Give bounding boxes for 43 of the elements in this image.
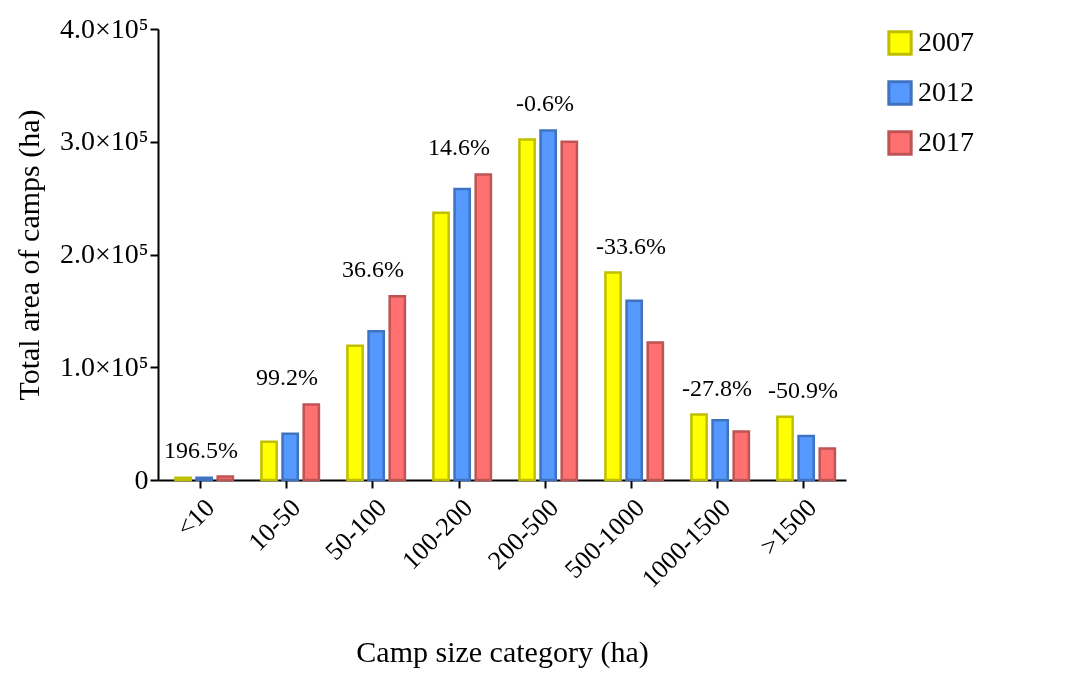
bar: [560, 140, 579, 482]
y-tick-label: 3.0×10⁵: [59, 125, 149, 157]
bar: [625, 299, 644, 482]
annotation: 99.2%: [256, 364, 318, 391]
bar: [346, 344, 364, 482]
annotation: -0.6%: [516, 90, 574, 117]
x-tick-label: <10: [170, 493, 221, 543]
bar: [797, 434, 816, 482]
bar: [281, 432, 300, 482]
bar: [776, 415, 794, 482]
bar: [195, 476, 214, 482]
legend-label: 2012: [918, 76, 974, 107]
bar: [711, 418, 730, 482]
bar: [732, 430, 751, 482]
annotation: 196.5%: [164, 436, 238, 463]
annotation: -33.6%: [596, 232, 666, 259]
legend-label: 2007: [918, 26, 974, 57]
annotation: 14.6%: [428, 134, 490, 161]
y-tick-label: 2.0×10⁵: [59, 238, 149, 269]
bar: [690, 413, 708, 482]
bar: [302, 403, 321, 482]
annotation: 36.6%: [342, 256, 404, 283]
y-axis-title: Total area of camps (ha): [11, 109, 46, 401]
legend-label: 2017: [918, 126, 974, 157]
annotation: -27.8%: [682, 374, 752, 401]
bar: [174, 476, 192, 482]
y-tick-label: 1.0×10⁵: [59, 350, 149, 382]
bar: [216, 475, 235, 482]
annotation: -50.9%: [768, 376, 838, 403]
bar: [646, 341, 665, 482]
bar: [604, 271, 622, 482]
bar: [453, 187, 472, 482]
y-tick-label: 4.0×10⁵: [59, 12, 149, 44]
bar: [432, 211, 450, 482]
bar: [260, 440, 278, 482]
bar: [388, 294, 407, 482]
bar: [474, 173, 493, 482]
y-tick-label: 0: [134, 463, 149, 495]
bar: [818, 447, 837, 482]
bar: [518, 138, 536, 482]
bar: [539, 129, 558, 482]
bar: [367, 329, 386, 482]
x-axis-title: Camp size category (ha): [356, 634, 649, 669]
